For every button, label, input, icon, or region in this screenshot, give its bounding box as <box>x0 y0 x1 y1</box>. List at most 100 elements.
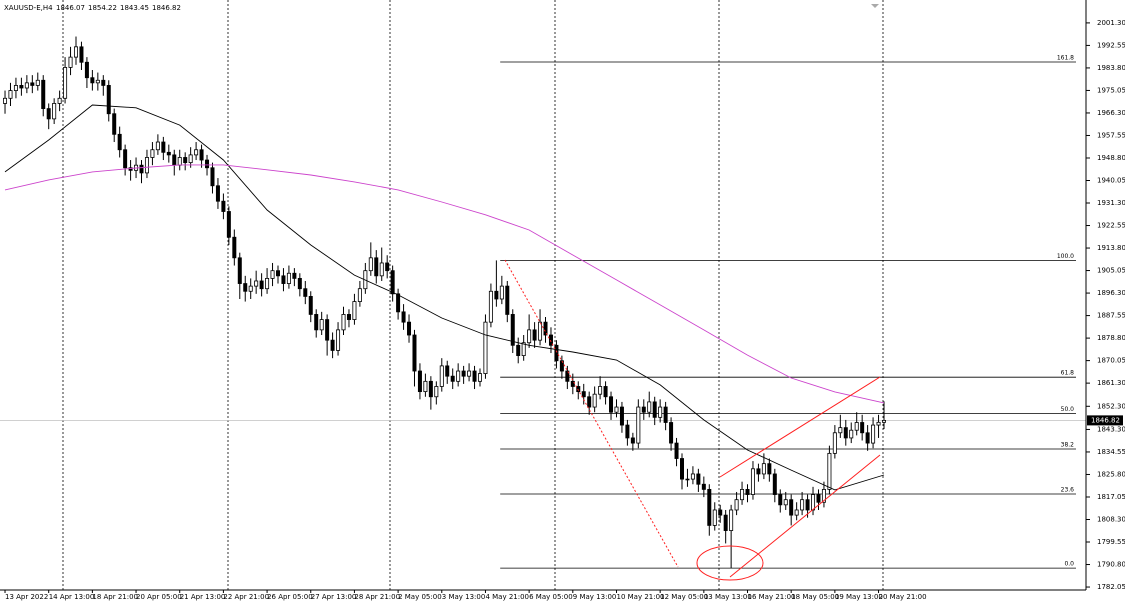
candle-body <box>368 257 373 272</box>
candle-body <box>123 149 128 169</box>
candle-body <box>84 61 89 79</box>
y-tick-label: 1966.30 <box>1097 109 1125 117</box>
candle-body <box>510 314 515 346</box>
y-tick-label: 1975.05 <box>1097 86 1125 94</box>
candle-body <box>559 360 564 372</box>
x-tick-label: 9 May 13:00 <box>573 593 617 601</box>
candle-body <box>79 46 84 63</box>
candle-body <box>685 478 690 481</box>
candle-body <box>467 370 472 377</box>
candle-body <box>477 373 482 382</box>
candle-body <box>499 285 504 300</box>
candle-body <box>609 396 614 413</box>
y-tick-label: 1992.55 <box>1097 41 1125 49</box>
candle-body <box>701 483 706 490</box>
candle-body <box>554 344 559 362</box>
candle-body <box>346 314 351 320</box>
candle-body <box>243 283 248 292</box>
candle-body <box>101 79 106 86</box>
candle-body <box>778 494 783 506</box>
candle-body <box>838 427 843 434</box>
candle-body <box>570 380 575 387</box>
candle-body <box>871 424 876 444</box>
candle-body <box>259 280 264 290</box>
fib-label: 61.8 <box>1061 370 1075 377</box>
candle-body <box>663 406 668 423</box>
x-tick-label: 10 May 21:00 <box>616 593 664 601</box>
x-tick-label: 19 May 13:00 <box>835 593 883 601</box>
candle-body <box>865 432 870 444</box>
candle-body <box>183 157 188 164</box>
header-close: 1846.82 <box>152 4 181 12</box>
x-tick-label: 26 Apr 05:00 <box>267 593 313 601</box>
candle-body <box>630 437 635 444</box>
y-tick-label: 1817.05 <box>1097 493 1125 501</box>
candle-body <box>95 79 100 84</box>
y-tick-label: 1913.80 <box>1097 244 1125 252</box>
fib-label: 0.0 <box>1064 561 1074 568</box>
candle-body <box>57 97 62 104</box>
candle-body <box>581 391 586 398</box>
candle-body <box>166 151 171 156</box>
candle-body <box>805 499 810 511</box>
candle-body <box>46 108 51 120</box>
candle-body <box>106 85 111 115</box>
candle-body <box>144 157 149 174</box>
channel-upper <box>719 376 881 478</box>
candle-body <box>543 321 548 336</box>
candle-body <box>521 342 526 356</box>
x-tick-label: 18 Apr 21:00 <box>92 593 138 601</box>
candle-body <box>248 285 253 292</box>
candle-body <box>811 494 816 511</box>
fib-layer: 161.8 100.0 61.8 50.0 38.2 23.6 0.0 <box>0 55 1086 569</box>
x-tick-label: 20 Apr 05:00 <box>136 593 182 601</box>
candle-body <box>254 280 259 287</box>
candle-body <box>188 154 193 164</box>
candle-body <box>232 236 237 259</box>
candle-body <box>177 157 182 166</box>
candle-body <box>161 141 166 153</box>
candle-body <box>674 442 679 459</box>
x-tick-label: 27 Apr 13:00 <box>311 593 357 601</box>
candle-body <box>723 514 728 531</box>
candle-body <box>860 422 865 434</box>
candle-body <box>3 97 8 104</box>
candle-body <box>407 321 412 336</box>
x-tick-label: 3 May 13:00 <box>442 593 486 601</box>
candle-body <box>619 406 624 426</box>
candle-body <box>587 396 592 408</box>
candle-body <box>456 370 461 382</box>
candle-body <box>385 262 390 272</box>
y-tick-label: 1931.30 <box>1097 199 1125 207</box>
candle-body <box>690 473 695 480</box>
candle-body <box>330 339 335 351</box>
candle-body <box>90 77 95 84</box>
candle-body <box>789 499 794 516</box>
candle-body <box>303 288 308 297</box>
candle-body <box>270 270 275 279</box>
candle-body <box>832 432 837 454</box>
candle-body <box>729 509 734 531</box>
candle-body <box>199 149 204 161</box>
candle-body <box>516 344 521 356</box>
candle-body <box>275 270 280 277</box>
candle-body <box>745 488 750 495</box>
y-tick-label: 1905.05 <box>1097 267 1125 275</box>
candle-body <box>881 419 886 423</box>
shift-marker <box>871 4 879 8</box>
candle-body <box>117 133 122 151</box>
x-tick-label: 20 May 21:00 <box>879 593 927 601</box>
candle-body <box>592 393 597 408</box>
candle-body <box>19 85 24 89</box>
candle-body <box>647 401 652 413</box>
candle-body <box>139 164 144 174</box>
candle-body <box>800 499 805 511</box>
candle-body <box>641 406 646 413</box>
candle-body <box>226 211 231 238</box>
candle-body <box>314 314 319 331</box>
candle-body <box>434 386 439 398</box>
candle-body <box>412 334 417 372</box>
fib-label: 23.6 <box>1061 487 1075 494</box>
fib-label: 161.8 <box>1057 55 1074 62</box>
